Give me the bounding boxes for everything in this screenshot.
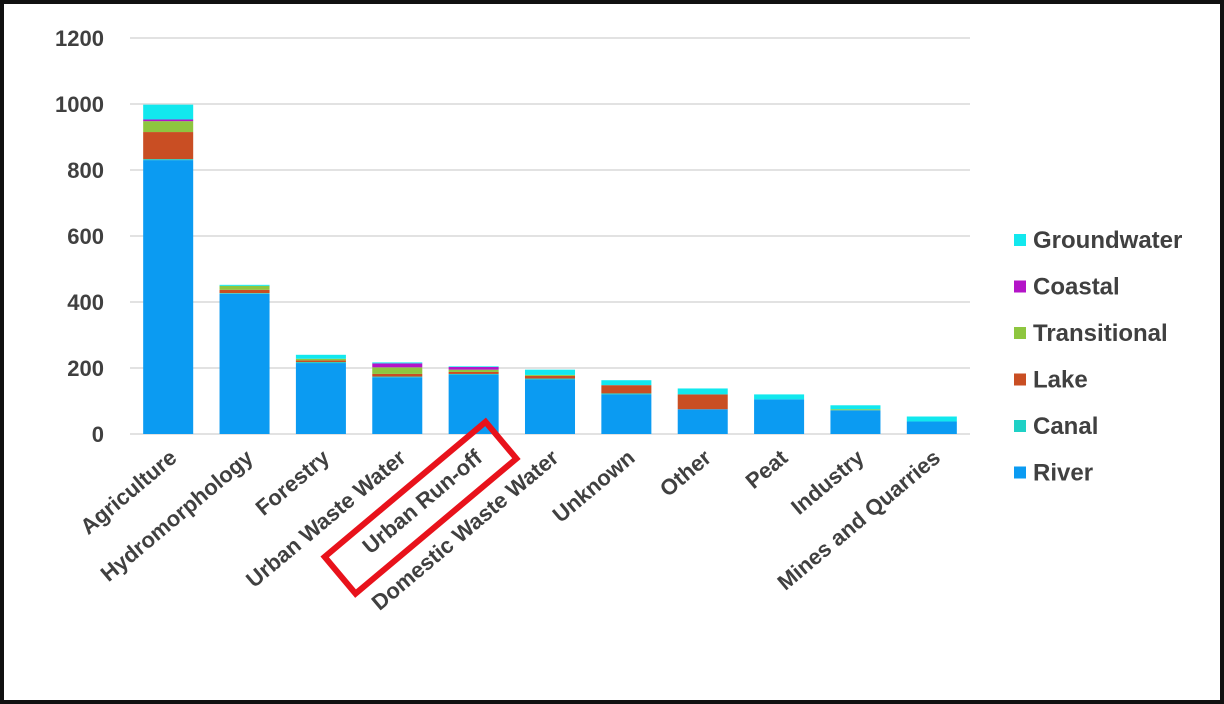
highlight-layer xyxy=(320,417,521,598)
bar-segment-lake xyxy=(677,394,728,410)
bar-segment-groundwater xyxy=(295,354,346,359)
bar-segment-transitional xyxy=(372,367,423,374)
y-tick-label: 800 xyxy=(67,158,104,183)
bar-segment-groundwater xyxy=(143,104,194,120)
bar-segment-river xyxy=(143,160,194,434)
bar-segment-river xyxy=(524,379,576,434)
bar-segment-transitional xyxy=(448,369,499,372)
bar-segment-lake xyxy=(601,385,652,394)
bar-segment-groundwater xyxy=(830,405,881,410)
x-tick-label: Other xyxy=(655,444,716,501)
legend-item-groundwater: Groundwater xyxy=(1014,227,1182,254)
bar-stack-hydromorphology xyxy=(219,284,270,434)
bar-segment-lake xyxy=(524,375,576,379)
legend-swatch xyxy=(1014,466,1026,479)
bar-segment-transitional xyxy=(524,374,576,376)
bar-segment-river xyxy=(677,409,728,434)
x-tick-label: Unknown xyxy=(548,445,640,528)
bar-segment-canal xyxy=(601,393,652,395)
bar-segment-river xyxy=(295,363,346,434)
y-axis-ticks: 0 200 400 600 800 1000 1200 xyxy=(55,26,104,447)
legend-item-river: River xyxy=(1014,460,1093,487)
legend-item-canal: Canal xyxy=(1014,413,1098,440)
bar-segment-transitional xyxy=(219,285,270,290)
bar-stack-urban-waste-water xyxy=(372,362,423,434)
bar-segment-coastal xyxy=(143,119,194,122)
bar-segment-river xyxy=(830,410,881,434)
bar-segment-groundwater xyxy=(677,388,728,395)
bar-segment-canal xyxy=(295,362,346,364)
legend-label: Groundwater xyxy=(1033,227,1182,254)
bar-stack-other xyxy=(677,388,728,434)
bars xyxy=(143,104,957,434)
bar-segment-canal xyxy=(372,376,423,378)
bar-segment-river xyxy=(219,293,270,434)
y-tick-label: 200 xyxy=(67,356,104,381)
bar-segment-groundwater xyxy=(601,380,652,386)
bar-segment-canal xyxy=(448,373,499,375)
legend-label: Lake xyxy=(1033,367,1088,394)
legend-item-coastal: Coastal xyxy=(1014,274,1120,301)
bar-segment-river xyxy=(372,377,423,434)
stacked-bar-chart: 0 200 400 600 800 1000 1200 AgricultureHydromo… xyxy=(55,26,1182,615)
bar-stack-peat xyxy=(754,394,805,434)
bar-segment-canal xyxy=(219,293,270,294)
bar-segment-coastal xyxy=(448,367,499,370)
bar-segment-river xyxy=(754,399,805,434)
bar-segment-lake xyxy=(295,360,346,363)
legend-item-lake: Lake xyxy=(1014,367,1088,394)
legend-label: Transitional xyxy=(1033,320,1168,347)
bar-stack-industry xyxy=(830,405,881,434)
bar-segment-lake xyxy=(143,132,194,160)
bar-segment-transitional xyxy=(295,358,346,361)
bar-segment-groundwater xyxy=(219,284,270,286)
bar-segment-canal xyxy=(524,378,576,380)
legend-swatch xyxy=(1014,420,1026,432)
bar-segment-river xyxy=(601,394,652,434)
bar-segment-groundwater xyxy=(906,416,957,422)
y-tick-label: 1000 xyxy=(55,92,104,117)
bar-stack-agriculture xyxy=(143,104,194,434)
bar-segment-lake xyxy=(448,371,499,374)
y-tick-label: 400 xyxy=(67,290,104,315)
bar-segment-groundwater xyxy=(372,362,423,364)
legend-label: Canal xyxy=(1033,413,1098,440)
bar-segment-coastal xyxy=(372,363,423,368)
bar-stack-unknown xyxy=(601,380,652,434)
bar-segment-transitional xyxy=(830,409,881,411)
bar-segment-groundwater xyxy=(754,394,805,400)
legend-swatch xyxy=(1014,373,1026,386)
bar-segment-river xyxy=(906,421,957,434)
bar-segment-groundwater xyxy=(524,369,576,375)
bar-segment-lake xyxy=(372,373,423,377)
x-tick-label: Peat xyxy=(741,444,793,493)
highlight-box xyxy=(320,417,521,598)
gridlines xyxy=(130,37,970,435)
legend-swatch xyxy=(1014,234,1026,246)
x-axis-labels: AgricultureHydromorphologyForestryUrban … xyxy=(75,444,945,615)
legend-swatch xyxy=(1014,280,1026,293)
legend-label: River xyxy=(1033,460,1093,487)
y-tick-label: 1200 xyxy=(55,26,104,51)
legend: Groundwater Coastal Transitional Lake Canal R… xyxy=(1014,227,1182,487)
legend-swatch xyxy=(1014,327,1026,339)
bar-stack-mines-and-quarries xyxy=(906,416,957,434)
bar-stack-forestry xyxy=(295,354,346,434)
bar-segment-canal xyxy=(143,159,194,161)
legend-item-transitional: Transitional xyxy=(1014,320,1168,347)
bar-segment-transitional xyxy=(143,121,194,133)
y-tick-label: 600 xyxy=(67,224,104,249)
bar-stack-domestic-waste-water xyxy=(524,369,576,434)
bar-segment-groundwater xyxy=(448,366,499,368)
y-tick-label: 0 xyxy=(92,422,104,447)
bar-segment-lake xyxy=(219,289,270,294)
legend-label: Coastal xyxy=(1033,274,1120,301)
